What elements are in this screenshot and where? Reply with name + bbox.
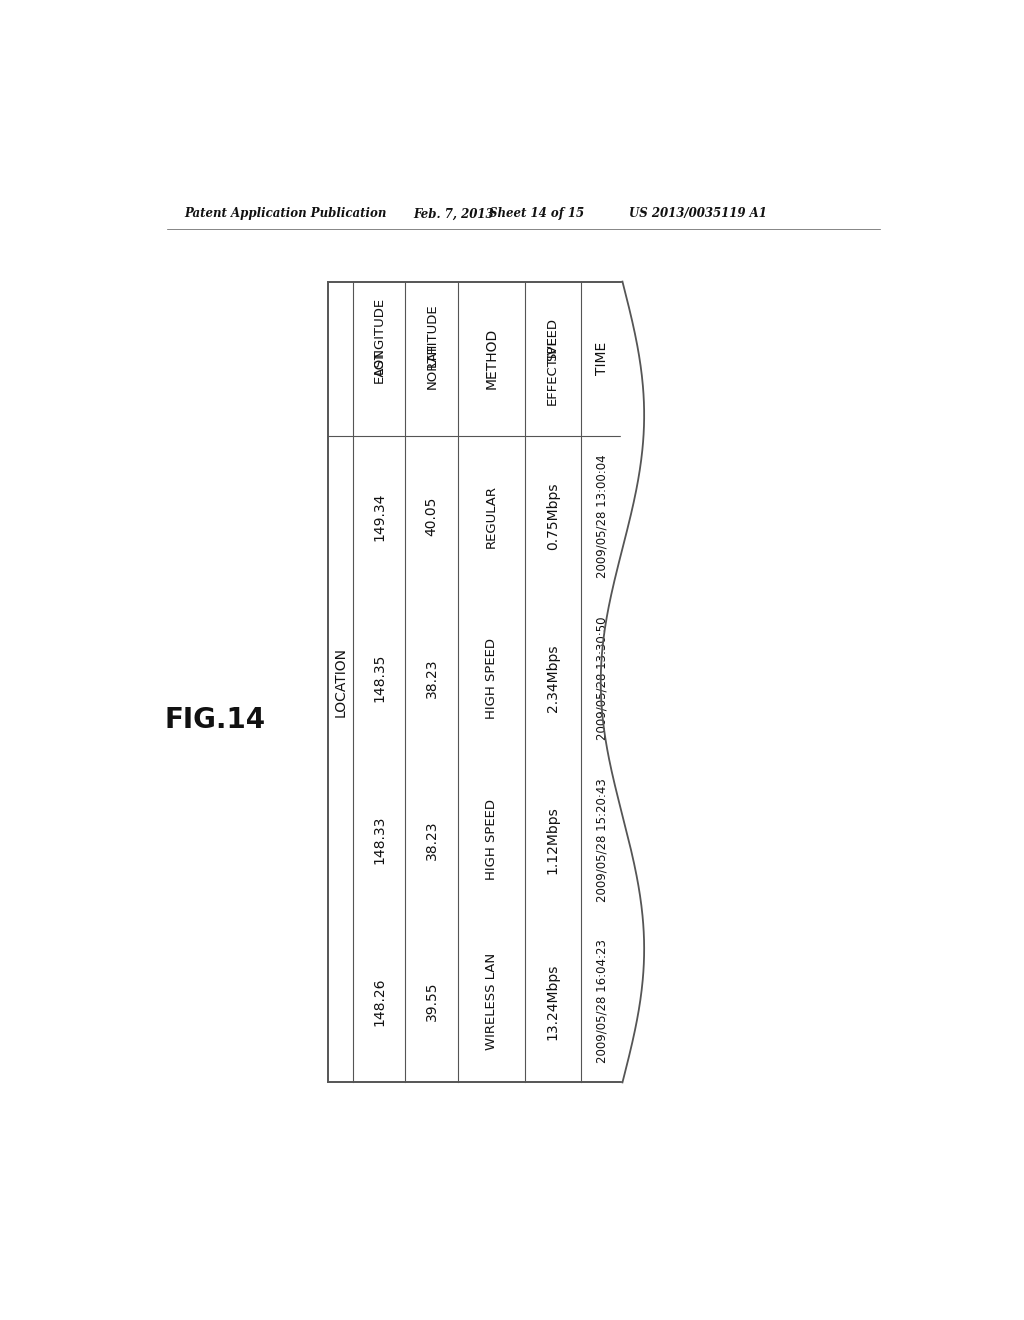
Text: LATITUDE: LATITUDE [425,304,438,367]
Text: 148.26: 148.26 [372,977,386,1026]
Text: METHOD: METHOD [484,327,499,389]
Text: 40.05: 40.05 [425,496,439,536]
Text: 39.55: 39.55 [425,982,439,1022]
Text: HIGH SPEED: HIGH SPEED [485,638,498,718]
Text: 38.23: 38.23 [425,659,439,698]
Text: LONGITUDE: LONGITUDE [373,297,386,374]
Text: TIME: TIME [595,342,608,375]
Text: NORTH: NORTH [425,343,438,389]
Text: SPEED: SPEED [546,318,559,360]
Text: REGULAR: REGULAR [485,484,498,548]
Text: 148.33: 148.33 [372,816,386,865]
Text: EFFECTIVE: EFFECTIVE [546,335,559,405]
Bar [328,281,623,1082]
Text: 2009/05/28 13:00:04: 2009/05/28 13:00:04 [595,454,608,578]
Text: 2.34Mbps: 2.34Mbps [546,644,560,711]
Text: Feb. 7, 2013: Feb. 7, 2013 [414,207,494,220]
Text: US 2013/0035119 A1: US 2013/0035119 A1 [629,207,767,220]
Text: 149.34: 149.34 [372,492,386,541]
Text: 2009/05/28 13:30:50: 2009/05/28 13:30:50 [595,616,608,741]
Text: FIG.14: FIG.14 [164,706,265,734]
Text: HIGH SPEED: HIGH SPEED [485,800,498,880]
Text: 13.24Mbps: 13.24Mbps [546,964,560,1040]
Text: 2009/05/28 15:20:43: 2009/05/28 15:20:43 [595,777,608,902]
Text: 148.35: 148.35 [372,653,386,702]
Text: WIRELESS LAN: WIRELESS LAN [485,953,498,1051]
Text: 2009/05/28 16:04:23: 2009/05/28 16:04:23 [595,940,608,1064]
Text: 1.12Mbps: 1.12Mbps [546,807,560,874]
Text: Patent Application Publication: Patent Application Publication [183,207,386,220]
Text: Sheet 14 of 15: Sheet 14 of 15 [489,207,585,220]
Text: 38.23: 38.23 [425,820,439,859]
Text: 0.75Mbps: 0.75Mbps [546,483,560,550]
Text: LOCATION: LOCATION [334,647,347,717]
Text: EAST: EAST [373,350,386,383]
